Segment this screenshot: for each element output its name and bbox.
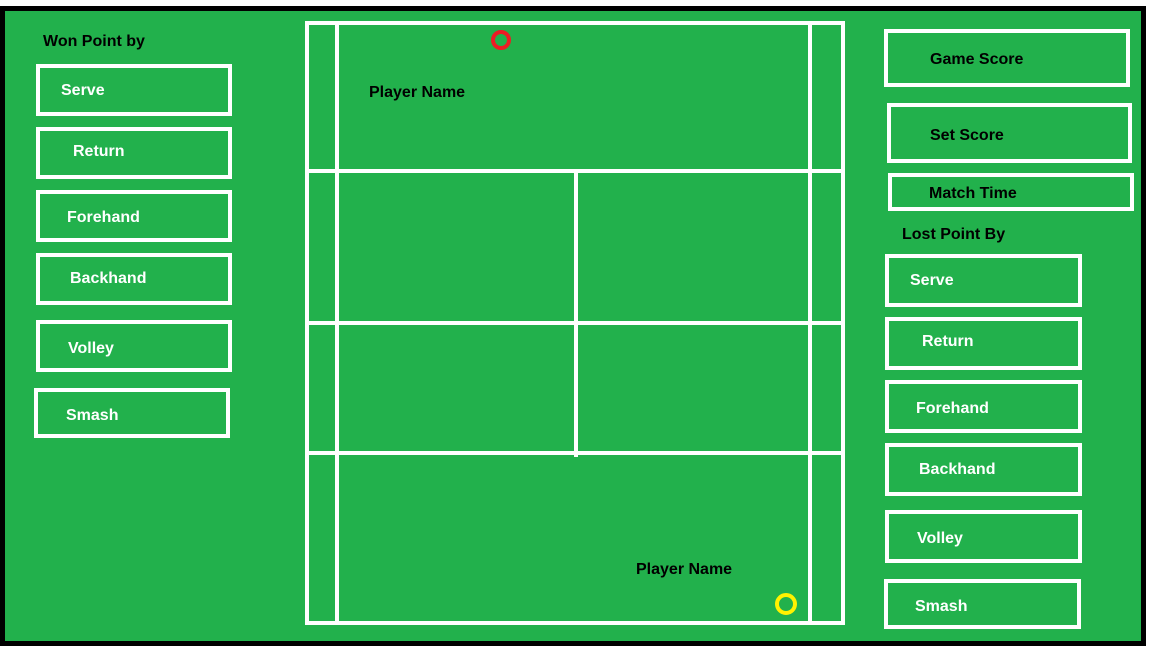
- won-return-label: Return: [73, 143, 125, 160]
- lost-serve-button[interactable]: Serve: [885, 254, 1082, 307]
- player-bottom-name: Player Name: [636, 561, 733, 578]
- won-smash-button[interactable]: Smash: [34, 388, 230, 438]
- player-top-marker-icon: [491, 30, 511, 50]
- lost-smash-label: Smash: [915, 598, 968, 615]
- lost-forehand-label: Forehand: [916, 400, 989, 417]
- game-score-box: Game Score: [884, 29, 1130, 87]
- player-bottom-marker-icon: [775, 593, 797, 615]
- app-field: Won Point by Serve Return Forehand Backh…: [5, 11, 1141, 641]
- match-time-label: Match Time: [929, 185, 1017, 202]
- lost-backhand-button[interactable]: Backhand: [885, 443, 1082, 496]
- lost-forehand-button[interactable]: Forehand: [885, 380, 1082, 433]
- lost-return-label: Return: [922, 333, 974, 350]
- match-time-box: Match Time: [888, 173, 1134, 211]
- lost-point-heading: Lost Point By: [902, 226, 1006, 243]
- game-score-label: Game Score: [930, 51, 1024, 68]
- lost-return-button[interactable]: Return: [885, 317, 1082, 370]
- lost-volley-label: Volley: [917, 530, 963, 547]
- lost-volley-button[interactable]: Volley: [885, 510, 1082, 563]
- won-forehand-label: Forehand: [67, 209, 140, 226]
- lost-smash-button[interactable]: Smash: [884, 579, 1081, 629]
- won-return-button[interactable]: Return: [36, 127, 232, 179]
- player-top-name: Player Name: [369, 84, 466, 101]
- won-smash-label: Smash: [66, 407, 119, 424]
- set-score-label: Set Score: [930, 127, 1004, 144]
- won-backhand-label: Backhand: [70, 270, 147, 287]
- won-volley-button[interactable]: Volley: [36, 320, 232, 372]
- won-backhand-button[interactable]: Backhand: [36, 253, 232, 305]
- won-volley-label: Volley: [68, 340, 114, 357]
- won-point-heading: Won Point by: [43, 33, 145, 50]
- won-serve-button[interactable]: Serve: [36, 64, 232, 116]
- app-frame: Won Point by Serve Return Forehand Backh…: [0, 6, 1146, 646]
- lost-backhand-label: Backhand: [919, 461, 996, 478]
- won-serve-label: Serve: [61, 82, 105, 99]
- won-forehand-button[interactable]: Forehand: [36, 190, 232, 242]
- tennis-court: [305, 21, 845, 625]
- lost-serve-label: Serve: [910, 272, 954, 289]
- set-score-box: Set Score: [887, 103, 1132, 163]
